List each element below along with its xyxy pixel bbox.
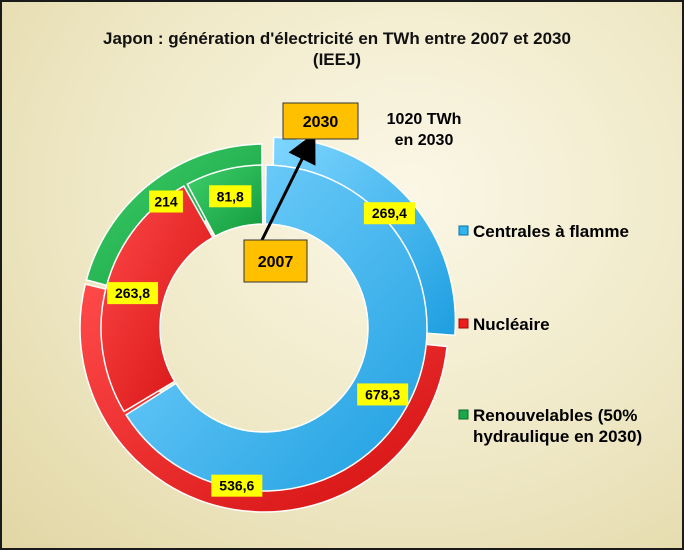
- year-box-2007: 2007: [243, 239, 308, 283]
- legend: Centrales à flamme Nucléaire Renouvelabl…: [458, 222, 642, 446]
- data-label-2007-nucleaire: 263,8: [115, 285, 150, 301]
- data-label-2007-renouvelables-bg: [209, 185, 252, 208]
- year-label-2007: 2007: [258, 254, 294, 271]
- data-label-2007-renouvelables: 81,8: [217, 188, 244, 204]
- arrow-2007-to-2030: [260, 132, 316, 241]
- data-label-2030-renouvelables-bg: [149, 190, 183, 213]
- legend-label-centrales: Centrales à flamme: [473, 222, 629, 241]
- year-box-2030: 2030: [282, 102, 359, 140]
- annotation-line-2: en 2030: [395, 132, 454, 149]
- data-label-2007-nucleaire-bg: [107, 282, 159, 305]
- year-label-2030: 2030: [303, 114, 339, 131]
- data-labels: 269,4 536,6 214 678,3 263,8 81,8: [107, 185, 415, 497]
- legend-label-renouvelables: Renouvelables (50% hydraulique en 2030): [473, 406, 642, 446]
- legend-label-nucleaire: Nucléaire: [473, 315, 550, 334]
- legend-swatch-centrales: [458, 225, 469, 236]
- legend-item-renouvelables: Renouvelables (50% hydraulique en 2030): [458, 406, 642, 446]
- data-label-2030-centrales: 269,4: [372, 205, 407, 221]
- data-label-2030-renouvelables: 214: [154, 194, 178, 210]
- annotation-line-1: 1020 TWh: [387, 111, 462, 128]
- legend-item-centrales: Centrales à flamme: [458, 222, 629, 241]
- ring-2007-slice-centrales: [125, 164, 428, 492]
- chart-subtitle: (IEEJ): [313, 50, 361, 69]
- data-label-2030-centrales-bg: [363, 202, 415, 225]
- data-label-2007-centrales-bg: [357, 383, 409, 406]
- chart-title: Japon : génération d'électricité en TWh …: [103, 29, 571, 48]
- legend-swatch-nucleaire: [458, 318, 469, 329]
- legend-swatch-renouvelables: [458, 409, 469, 420]
- data-label-2030-nucleaire-bg: [211, 474, 263, 497]
- data-label-2007-centrales: 678,3: [365, 386, 400, 402]
- legend-item-nucleaire: Nucléaire: [458, 315, 550, 334]
- data-label-2030-nucleaire: 536,6: [219, 478, 254, 494]
